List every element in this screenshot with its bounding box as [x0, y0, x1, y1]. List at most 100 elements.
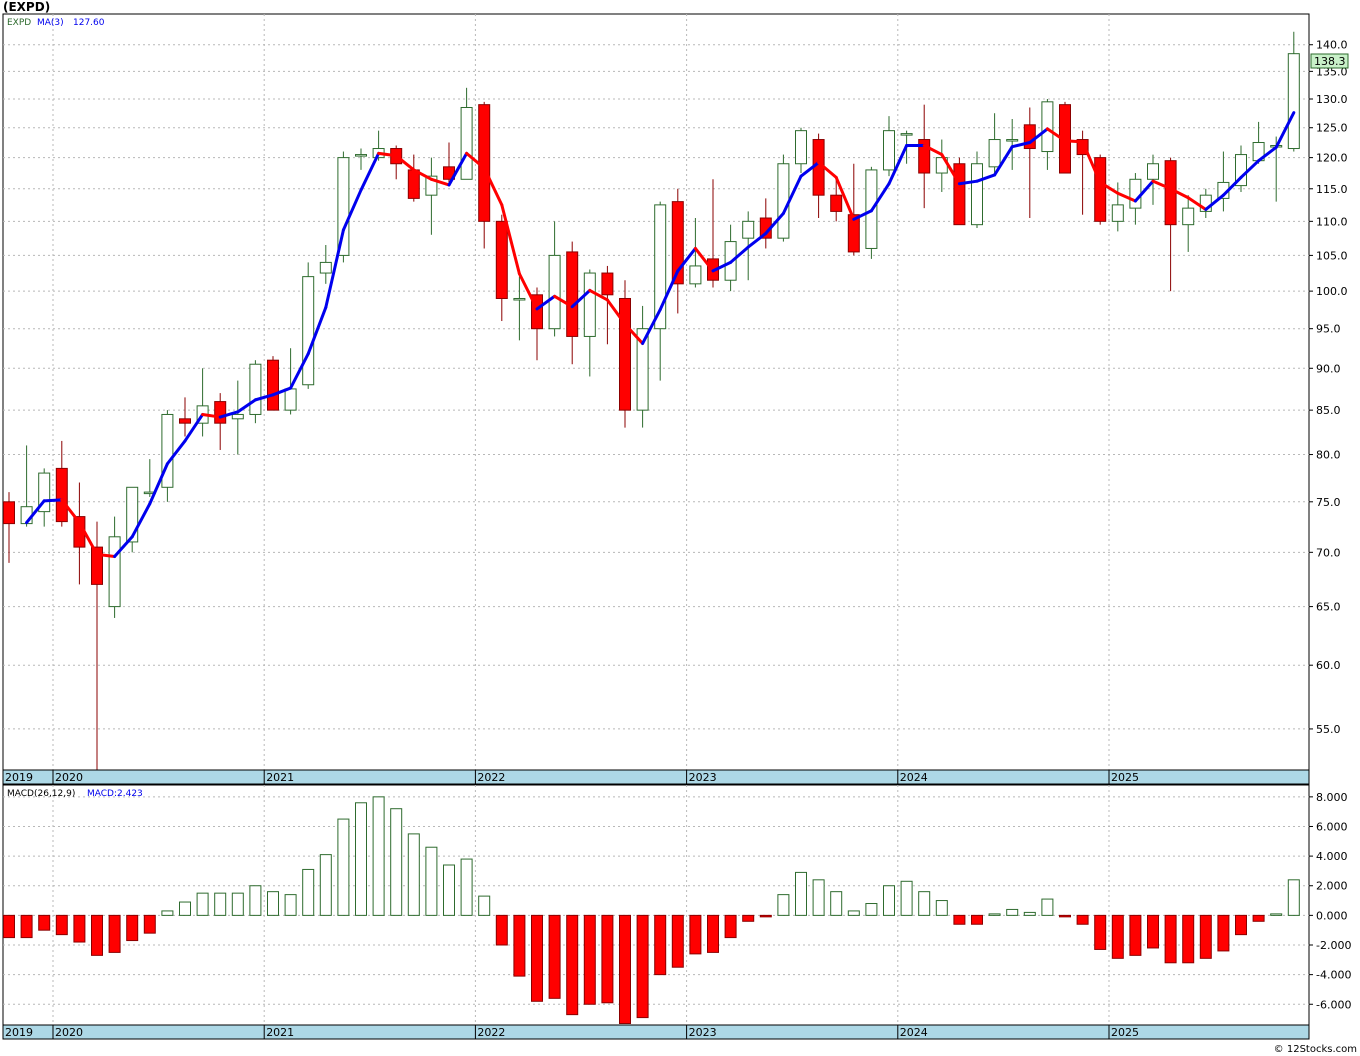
- candle-body: [231, 413, 244, 420]
- candle: [355, 148, 367, 170]
- candle: [319, 245, 332, 284]
- candle-body: [918, 139, 931, 174]
- ma-segment: [1186, 196, 1208, 211]
- candle: [495, 214, 508, 322]
- macd-bar: [1006, 908, 1019, 916]
- macd-bar: [953, 914, 966, 925]
- ma-segment: [658, 269, 680, 312]
- macd-bar: [302, 868, 315, 916]
- candle-body: [636, 328, 649, 411]
- year-label: 2019: [5, 1026, 33, 1039]
- macd-bar: [795, 871, 807, 916]
- price-tick-label: 85.0: [1316, 404, 1341, 417]
- price-panel: 55.0 60.0 65.0 70.0 75.0 80.0 85.0 90.0 95.0 100.…: [2, 13, 1349, 785]
- macd-bar: [988, 913, 1001, 916]
- price-tick-label: 75.0: [1316, 496, 1341, 509]
- macd-bar: [478, 895, 491, 916]
- macd-bar: [1270, 913, 1283, 916]
- macd-bar: [38, 914, 51, 931]
- candle: [654, 201, 667, 381]
- candle-body: [1182, 207, 1195, 226]
- macd-bar: [513, 914, 526, 977]
- candle-body: [267, 359, 279, 411]
- ma-segment: [95, 552, 117, 559]
- legend-symbol: EXPD: [7, 18, 31, 28]
- macd-tick-label: -4.000: [1316, 969, 1351, 982]
- macd-bar: [3, 914, 15, 939]
- macd-bar: [196, 892, 209, 916]
- ma-segment: [1204, 193, 1225, 211]
- macd-tick-label: -6.000: [1316, 998, 1351, 1011]
- ma-segment: [42, 498, 64, 503]
- price-tick-label: 60.0: [1316, 659, 1341, 672]
- candle-body: [55, 467, 68, 523]
- price-x-axis: 2019 2020 2021 2022 2023 2024 2025: [2, 769, 1310, 785]
- candle-body: [847, 214, 860, 253]
- candle: [425, 157, 438, 235]
- macd-bar: [1199, 914, 1212, 959]
- macd-bar: [425, 846, 438, 916]
- candle: [1111, 182, 1124, 232]
- macd-bar: [689, 914, 702, 955]
- candle: [267, 356, 279, 411]
- candle: [971, 151, 983, 229]
- candle: [689, 218, 702, 288]
- ma-segment: [922, 144, 944, 157]
- ma-segment: [500, 203, 521, 276]
- macd-bar: [495, 914, 508, 946]
- ma-segment: [781, 174, 803, 215]
- candle-body: [126, 486, 139, 543]
- candle-body: [337, 157, 350, 256]
- macd-bar: [372, 796, 385, 916]
- macd-bar: [865, 903, 878, 916]
- candle: [55, 440, 68, 527]
- candle-body: [407, 169, 420, 199]
- ma-segment: [1169, 187, 1190, 200]
- macd-bar: [126, 914, 139, 942]
- ma-segment: [588, 288, 609, 302]
- price-tick-label: 110.0: [1316, 215, 1348, 228]
- macd-bar: [707, 914, 719, 953]
- candle-body: [1164, 160, 1177, 226]
- macd-tick-label: 0.000: [1316, 909, 1348, 922]
- candle: [531, 287, 543, 361]
- macd-bar: [73, 914, 86, 943]
- ma-segment: [113, 535, 134, 559]
- macd-bar: [742, 914, 755, 922]
- ma-segment: [940, 153, 961, 186]
- candle-body: [355, 154, 367, 157]
- macd-bar: [1235, 914, 1247, 936]
- candle: [1006, 118, 1019, 170]
- ma-segment: [517, 272, 539, 311]
- candle-body: [460, 106, 473, 180]
- macd-bar: [724, 914, 737, 939]
- candle-body: [249, 363, 262, 415]
- candle: [918, 104, 931, 209]
- macd-bar: [108, 914, 121, 953]
- macd-bars: [3, 796, 1300, 1025]
- candle-body: [319, 261, 332, 274]
- ma-segment: [676, 246, 697, 273]
- ma-segment: [1151, 179, 1173, 191]
- candle: [795, 127, 807, 174]
- candle: [619, 280, 631, 428]
- ma-segment: [535, 294, 557, 311]
- ma-segment: [148, 462, 169, 506]
- ma-segment: [1028, 127, 1049, 145]
- price-tick-label: 100.0: [1316, 285, 1348, 298]
- year-label: 2019: [5, 771, 33, 784]
- macd-bar: [918, 891, 931, 916]
- ma-segment: [764, 211, 785, 235]
- candle: [214, 393, 227, 450]
- candle: [1287, 31, 1300, 152]
- candle-body: [531, 294, 543, 330]
- price-tick-label: 95.0: [1316, 323, 1341, 336]
- candle-body: [971, 163, 983, 226]
- candle: [3, 492, 15, 563]
- candle-body: [742, 220, 755, 239]
- ma-segment: [306, 305, 328, 356]
- candle-body: [161, 413, 174, 488]
- price-tick-label: 130.0: [1316, 93, 1348, 106]
- ma-segment: [25, 499, 46, 525]
- ma-segment: [693, 246, 715, 273]
